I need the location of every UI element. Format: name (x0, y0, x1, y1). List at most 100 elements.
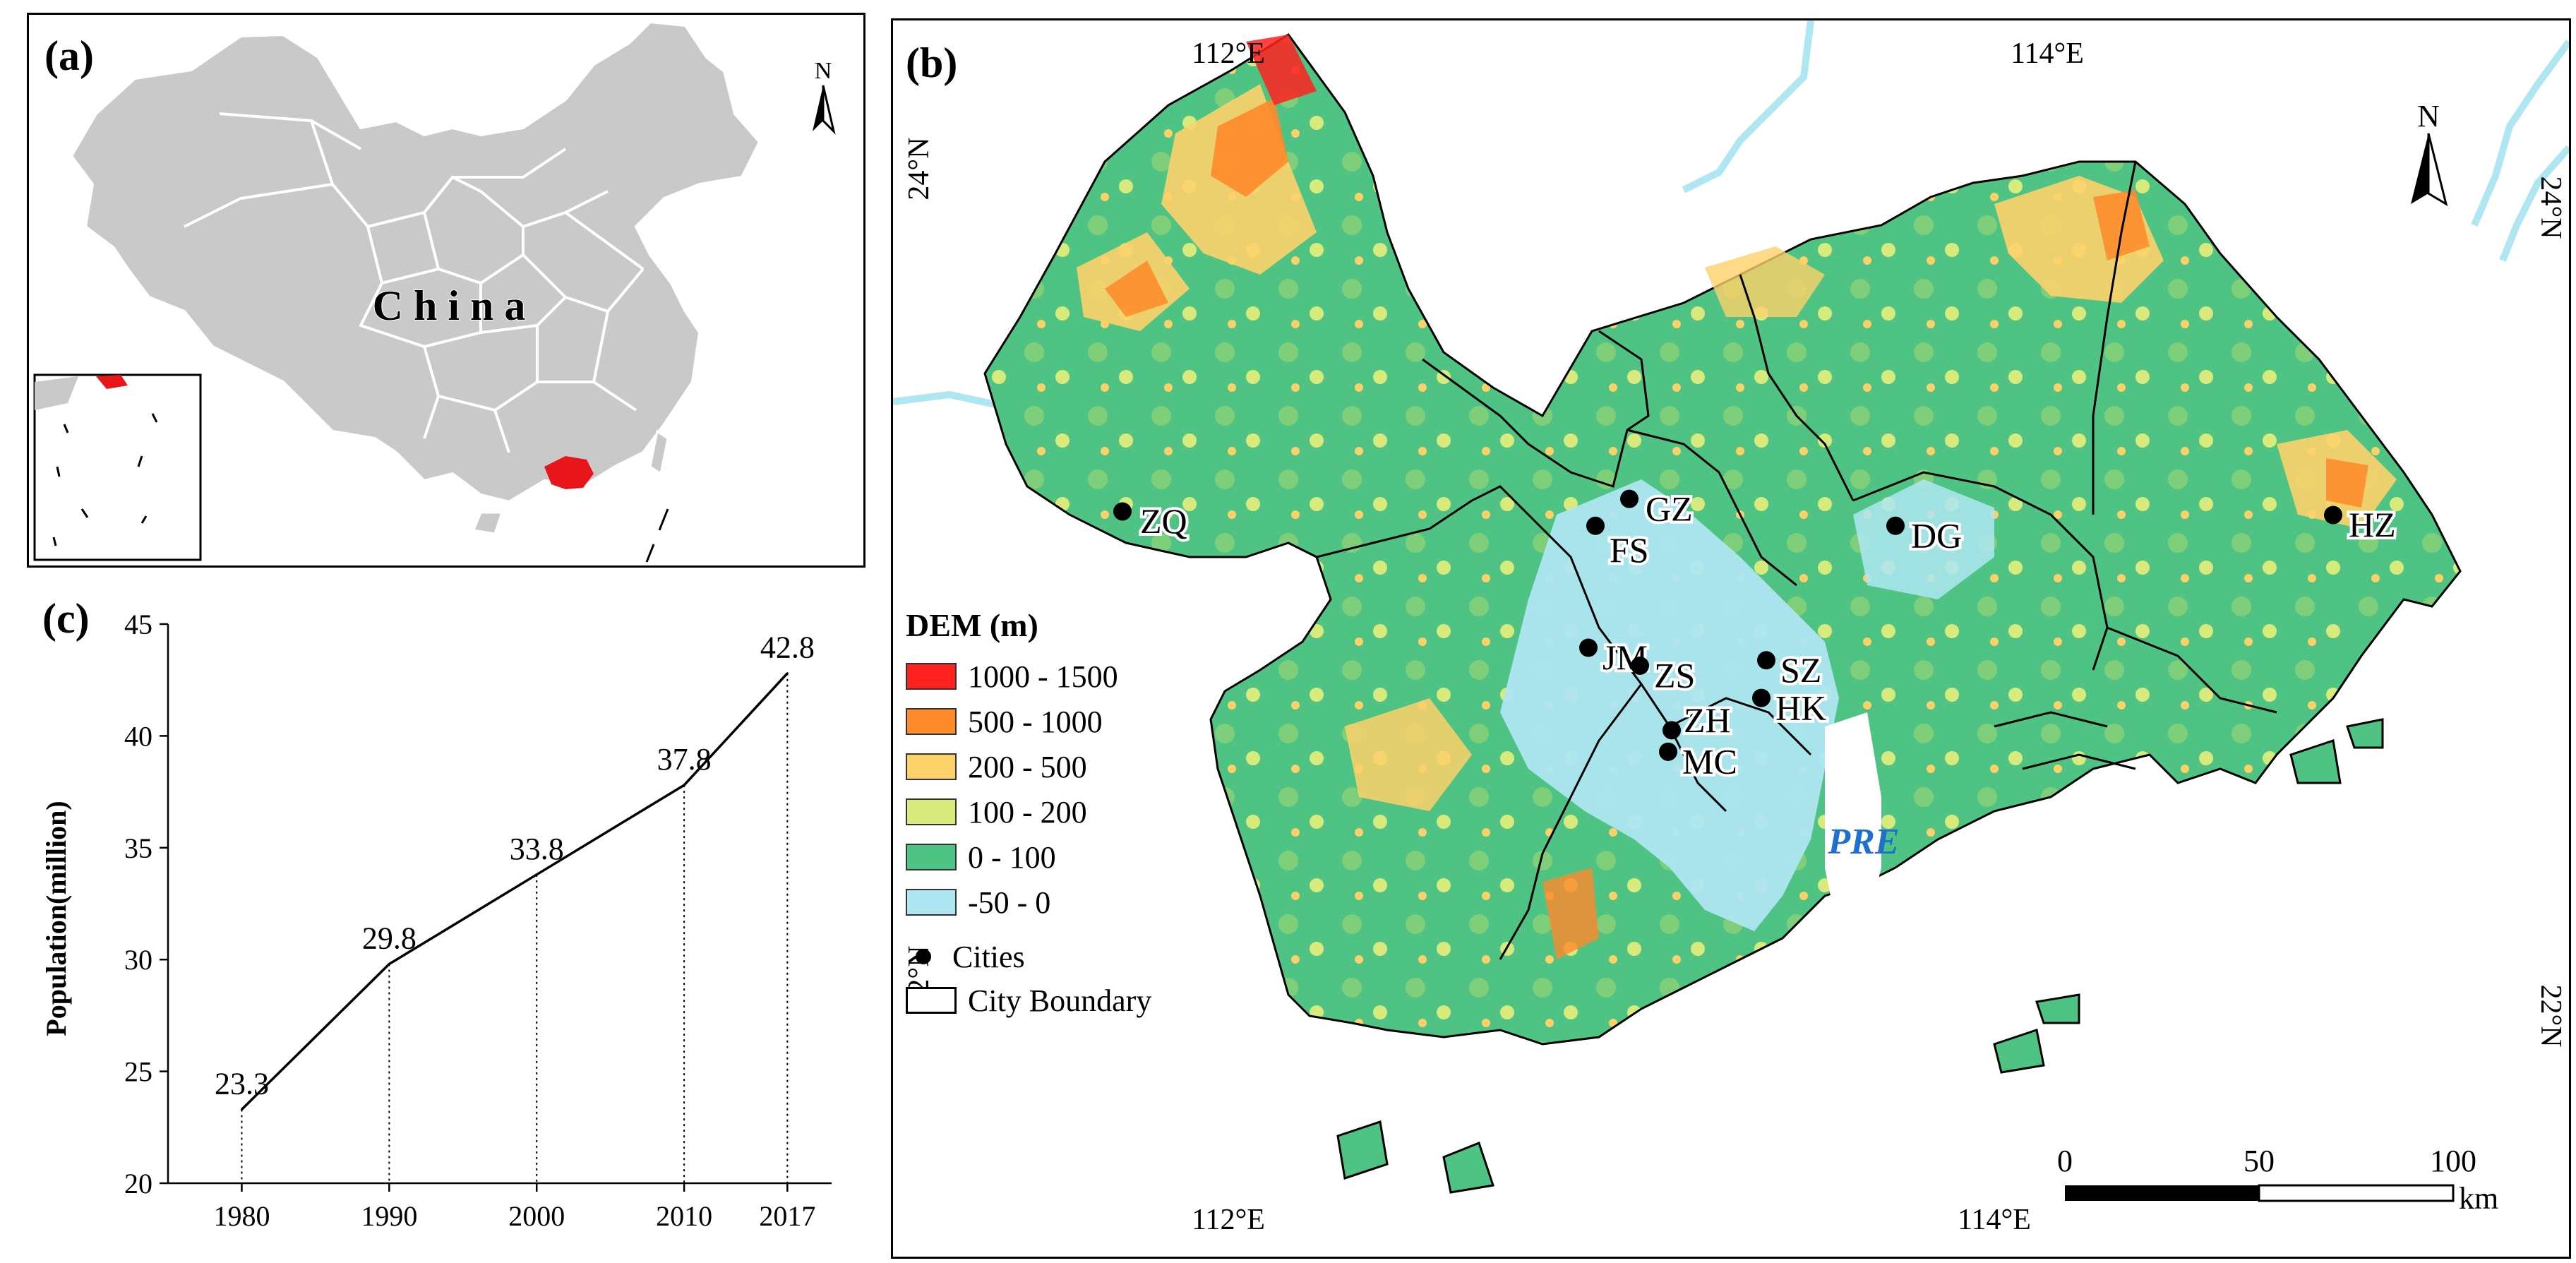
city-label-zq: ZQ (1140, 501, 1187, 541)
grat-top-114E: 114°E (2011, 37, 2084, 70)
x-tick-label: 1980 (213, 1200, 270, 1232)
rivers (893, 20, 2569, 409)
data-label: 29.8 (362, 921, 417, 956)
legend-class-label: 500 - 1000 (968, 704, 1103, 739)
y-tick-label: 45 (124, 609, 152, 640)
scale-bar: 0 50 100 km (2057, 1144, 2498, 1216)
city-dot-gz (1620, 489, 1639, 508)
grat-top-112E: 112°E (1192, 37, 1265, 70)
legend-cities-row: Cities (906, 935, 1245, 978)
legend-class-row: -50 - 0 (906, 880, 1245, 925)
nine-dash-line-segment (645, 508, 669, 563)
panel-a-china-map: (a) N C h i n a (27, 13, 865, 568)
scale-unit: km (2459, 1181, 2498, 1216)
grat-right-22N: 22°N (2534, 984, 2567, 1047)
x-tick-label: 2017 (759, 1200, 815, 1232)
legend-swatch-icon (906, 798, 957, 825)
data-point (388, 963, 390, 966)
city-label-mc: MC (1682, 742, 1737, 782)
legend-classes: 1000 - 1500 500 - 1000 200 - 500 100 - 200 0… (906, 654, 1245, 925)
grat-right-24N: 24°N (2534, 176, 2567, 239)
x-tick-label: 2000 (508, 1200, 565, 1232)
data-point (535, 873, 538, 876)
data-point (240, 1108, 243, 1111)
north-arrow-b (2411, 133, 2448, 207)
data-label: 42.8 (760, 630, 815, 665)
grat-bottom-112E: 112°E (1192, 1204, 1265, 1236)
city-label-sz: SZ (1780, 650, 1821, 690)
city-dot-sz (1757, 651, 1775, 670)
city-dot-dg (1886, 516, 1905, 535)
data-point (683, 784, 685, 786)
legend-swatch-icon (906, 708, 957, 735)
scale-tick-50: 50 (2243, 1144, 2275, 1178)
south-china-sea-inset (33, 373, 202, 561)
panel-b-label: (b) (906, 40, 958, 86)
dem-map: 112°E 114°E 112°E 114°E 24°N 22°N 24°N 2… (893, 20, 2569, 1236)
china-landmass (69, 20, 762, 535)
legend-boundary-label: City Boundary (968, 983, 1152, 1018)
y-axis-title: Population(million) (40, 801, 72, 1036)
estuary-label: PRE (1827, 822, 1899, 862)
grat-bottom-114E: 114°E (1958, 1204, 2031, 1236)
islands (1336, 718, 2384, 1194)
panel-b-dem-map: 112°E 114°E 112°E 114°E 24°N 22°N 24°N 2… (891, 18, 2571, 1259)
china-map: N C h i n a (33, 20, 836, 563)
legend-swatch-icon (906, 889, 957, 916)
legend-swatch-icon (906, 663, 957, 690)
boundary-swatch-icon (906, 987, 957, 1014)
north-arrow-a-label: N (815, 58, 832, 84)
city-dot-hk (1752, 688, 1771, 707)
scale-tick-100: 100 (2430, 1144, 2476, 1178)
legend-class-label: 200 - 500 (968, 749, 1087, 784)
legend-class-label: 0 - 100 (968, 839, 1056, 875)
legend-class-label: -50 - 0 (968, 885, 1051, 920)
city-dot-icon (916, 949, 931, 964)
country-label: C h i n a (373, 282, 526, 329)
city-label-gz: GZ (1646, 489, 1693, 528)
y-tick-label: 20 (124, 1168, 152, 1199)
legend-swatch-icon (906, 753, 957, 780)
city-dot-jm (1579, 638, 1598, 657)
study-area-highlight (544, 456, 594, 489)
panel-a-label: (a) (44, 32, 94, 79)
data-point (786, 672, 789, 675)
x-tick-label: 2010 (656, 1200, 712, 1232)
population-series-line (241, 672, 789, 1111)
city-boundaries (1316, 161, 2277, 960)
city-dot-zh (1663, 721, 1681, 740)
legend-class-row: 200 - 500 (906, 744, 1245, 789)
legend-class-row: 1000 - 1500 (906, 654, 1245, 699)
city-label-dg: DG (1911, 515, 1962, 555)
legend-title: DEM (m) (906, 607, 1038, 643)
legend-class-label: 1000 - 1500 (968, 659, 1118, 694)
legend-class-row: 0 - 100 (906, 834, 1245, 880)
grat-left-24N: 24°N (903, 137, 935, 200)
city-label-hk: HK (1775, 688, 1826, 727)
legend-class-row: 500 - 1000 (906, 699, 1245, 744)
y-tick-label: 25 (124, 1056, 152, 1088)
city-dot-mc (1659, 742, 1677, 761)
legend-cities-label: Cities (952, 939, 1025, 974)
dem-legend: DEM (m) 1000 - 1500 500 - 1000 200 - 500 10… (906, 606, 1245, 1022)
panel-c-population-chart: (c) 20 25 30 35 40 45 1980 1990 2000 2010 2017 23.… (27, 590, 865, 1261)
data-label: 37.8 (657, 742, 712, 777)
legend-class-label: 100 - 200 (968, 794, 1087, 830)
hainan-island (472, 511, 504, 535)
x-tick-label: 1990 (361, 1200, 417, 1232)
city-label-hz: HZ (2349, 505, 2396, 544)
panel-c-label: (c) (42, 595, 90, 642)
city-dot-hz (2324, 505, 2342, 525)
city-dot-fs (1586, 516, 1605, 535)
city-label-zh: ZH (1684, 700, 1731, 740)
taiwan-island (649, 429, 669, 476)
city-label-zs: ZS (1654, 656, 1695, 695)
city-label-fs: FS (1610, 530, 1649, 570)
y-tick-label: 30 (124, 944, 152, 976)
scale-tick-0: 0 (2057, 1144, 2073, 1178)
north-arrow-a (813, 85, 836, 135)
legend-boundary-row: City Boundary (906, 978, 1245, 1022)
city-dot-zs (1631, 656, 1649, 675)
data-label: 23.3 (215, 1066, 269, 1101)
